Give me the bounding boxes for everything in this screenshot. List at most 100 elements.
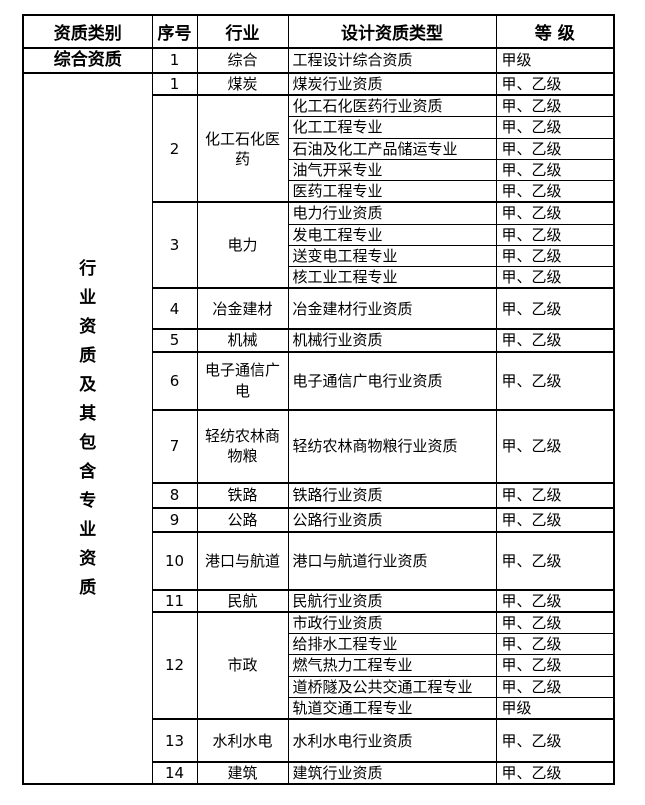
serial-cell: 4 — [151, 287, 198, 330]
grade-cell: 甲、乙级 — [495, 588, 615, 613]
industry-category-char: 行 — [79, 258, 97, 279]
grade-cell: 甲、乙级 — [495, 610, 615, 635]
section-row: 11 民航 民航行业资质 甲、乙级 — [23, 588, 615, 613]
type-cell: 工程设计综合资质 — [287, 47, 497, 74]
section-row: 3 电力 电力行业资质 甲、乙级 — [23, 201, 615, 289]
industry-cell: 冶金建材 — [196, 287, 289, 330]
section-row: 行业资质及其包含专业资质 1 煤炭 煤炭行业资质 甲、乙级 — [22, 71, 615, 785]
section-row: 13 水利水电 水利水电行业资质 甲、乙级 — [23, 718, 615, 763]
type-cell: 电子通信广电行业资质 — [287, 350, 497, 411]
type-cell: 化工石化医药行业资质 — [287, 94, 497, 118]
industry-cell: 港口与航道 — [196, 530, 289, 591]
type-cell: 燃气热力工程专业 — [287, 654, 497, 677]
type-cell: 市政行业资质 — [287, 610, 497, 635]
industry-cell: 化工石化医药 — [196, 94, 289, 203]
industry-cell: 民航 — [196, 588, 289, 613]
grade-cell: 甲、乙级 — [495, 675, 615, 698]
grade-cell: 甲、乙级 — [495, 350, 615, 411]
grade-cell: 甲级 — [495, 47, 615, 74]
grade-cell: 甲、乙级 — [495, 201, 615, 225]
industry-category-char: 资 — [79, 548, 97, 569]
grade-cell: 甲、乙级 — [495, 654, 615, 677]
grade-cell: 甲、乙级 — [495, 116, 615, 139]
section-row: 轨道交通工程专业 甲级 — [23, 696, 615, 720]
section-row: 道桥隧及公共交通工程专业 甲、乙级 — [23, 675, 615, 698]
grade-cell: 甲、乙级 — [495, 94, 615, 118]
type-cell: 道桥隧及公共交通工程专业 — [287, 675, 497, 698]
industry-category-char: 资 — [79, 316, 97, 337]
type-cell: 电力行业资质 — [287, 201, 497, 225]
type-cell: 轻纺农林商物粮行业资质 — [287, 408, 497, 484]
section-row: 给排水工程专业 甲、乙级 — [23, 633, 615, 656]
type-cell: 送变电工程专业 — [287, 244, 497, 268]
section-row: 发电工程专业 甲、乙级 — [23, 223, 615, 246]
serial-cell: 11 — [151, 588, 198, 613]
grade-cell: 甲、乙级 — [495, 266, 615, 289]
grade-cell: 甲、乙级 — [495, 158, 615, 182]
header-serial-number: 序号 — [151, 14, 198, 49]
industry-cell: 水利水电 — [196, 718, 289, 763]
grade-cell: 甲、乙级 — [495, 223, 615, 246]
industry-category-char: 包 — [79, 432, 97, 453]
grade-cell: 甲、乙级 — [495, 137, 615, 160]
serial-cell: 7 — [151, 408, 198, 484]
grade-cell: 甲、乙级 — [495, 244, 615, 268]
header-industry: 行业 — [196, 14, 289, 49]
serial-cell: 5 — [151, 328, 198, 353]
type-cell: 机械行业资质 — [287, 328, 497, 353]
serial-cell: 2 — [151, 94, 198, 203]
grade-cell: 甲、乙级 — [495, 180, 615, 203]
section-row: 核工业工程专业 甲、乙级 — [23, 266, 615, 289]
header-design-qualification-type: 设计资质类型 — [287, 14, 497, 49]
type-cell: 民航行业资质 — [287, 588, 497, 613]
type-cell: 铁路行业资质 — [287, 481, 497, 509]
section-row: 油气开采专业 甲、乙级 — [23, 158, 615, 182]
grade-cell: 甲、乙级 — [495, 530, 615, 591]
section-row: 10 港口与航道 港口与航道行业资质 甲、乙级 — [23, 530, 615, 591]
type-cell: 石油及化工产品储运专业 — [287, 137, 497, 160]
industry-cell: 电力 — [196, 201, 289, 289]
type-cell: 给排水工程专业 — [287, 633, 497, 656]
section-row: 14 建筑 建筑行业资质 甲、乙级 — [23, 761, 615, 785]
industry-cell: 建筑 — [196, 761, 289, 785]
type-cell: 化工工程专业 — [287, 116, 497, 139]
grade-cell: 甲、乙级 — [495, 761, 615, 785]
header-qualification-category: 资质类别 — [22, 14, 153, 49]
section-row: 送变电工程专业 甲、乙级 — [23, 244, 615, 268]
type-cell: 发电工程专业 — [287, 223, 497, 246]
header-grade: 等 级 — [495, 14, 615, 49]
industry-category-char: 其 — [79, 403, 97, 424]
industry-category-char: 质 — [79, 345, 97, 366]
section-row: 12 市政 市政行业资质 甲、乙级 — [23, 610, 615, 720]
industry-cell: 轻纺农林商物粮 — [196, 408, 289, 484]
grade-cell: 甲、乙级 — [495, 328, 615, 353]
section-row: 燃气热力工程专业 甲、乙级 — [23, 654, 615, 677]
serial-cell: 8 — [151, 481, 198, 509]
section-row: 4 冶金建材 冶金建材行业资质 甲、乙级 — [23, 287, 615, 330]
industry-category-char: 及 — [79, 374, 97, 395]
serial-cell: 14 — [151, 761, 198, 785]
industry-cell: 公路 — [196, 506, 289, 533]
industry-cell: 铁路 — [196, 481, 289, 509]
serial-cell: 12 — [151, 610, 198, 720]
grade-cell: 甲、乙级 — [495, 506, 615, 533]
type-cell: 核工业工程专业 — [287, 266, 497, 289]
type-cell: 煤炭行业资质 — [287, 71, 497, 96]
industry-category-char: 质 — [79, 577, 97, 598]
grade-cell: 甲级 — [495, 696, 615, 720]
industry-cell: 电子通信广电 — [196, 350, 289, 411]
industry-cell: 市政 — [196, 610, 289, 720]
header-row: 资质类别 序号 行业 设计资质类型 等 级 — [22, 14, 615, 49]
type-cell: 水利水电行业资质 — [287, 718, 497, 763]
industry-category-char: 含 — [79, 461, 97, 482]
type-cell: 油气开采专业 — [287, 158, 497, 182]
section-row: 8 铁路 铁路行业资质 甲、乙级 — [23, 481, 615, 509]
section-row: 7 轻纺农林商物粮 轻纺农林商物粮行业资质 甲、乙级 — [23, 408, 615, 484]
type-cell: 轨道交通工程专业 — [287, 696, 497, 720]
grade-cell: 甲、乙级 — [495, 481, 615, 509]
industry-cell: 机械 — [196, 328, 289, 353]
section-row: 6 电子通信广电 电子通信广电行业资质 甲、乙级 — [23, 350, 615, 411]
industry-category-char: 业 — [79, 287, 97, 308]
section-row: 医药工程专业 甲、乙级 — [23, 180, 615, 203]
section-row: 石油及化工产品储运专业 甲、乙级 — [23, 137, 615, 160]
